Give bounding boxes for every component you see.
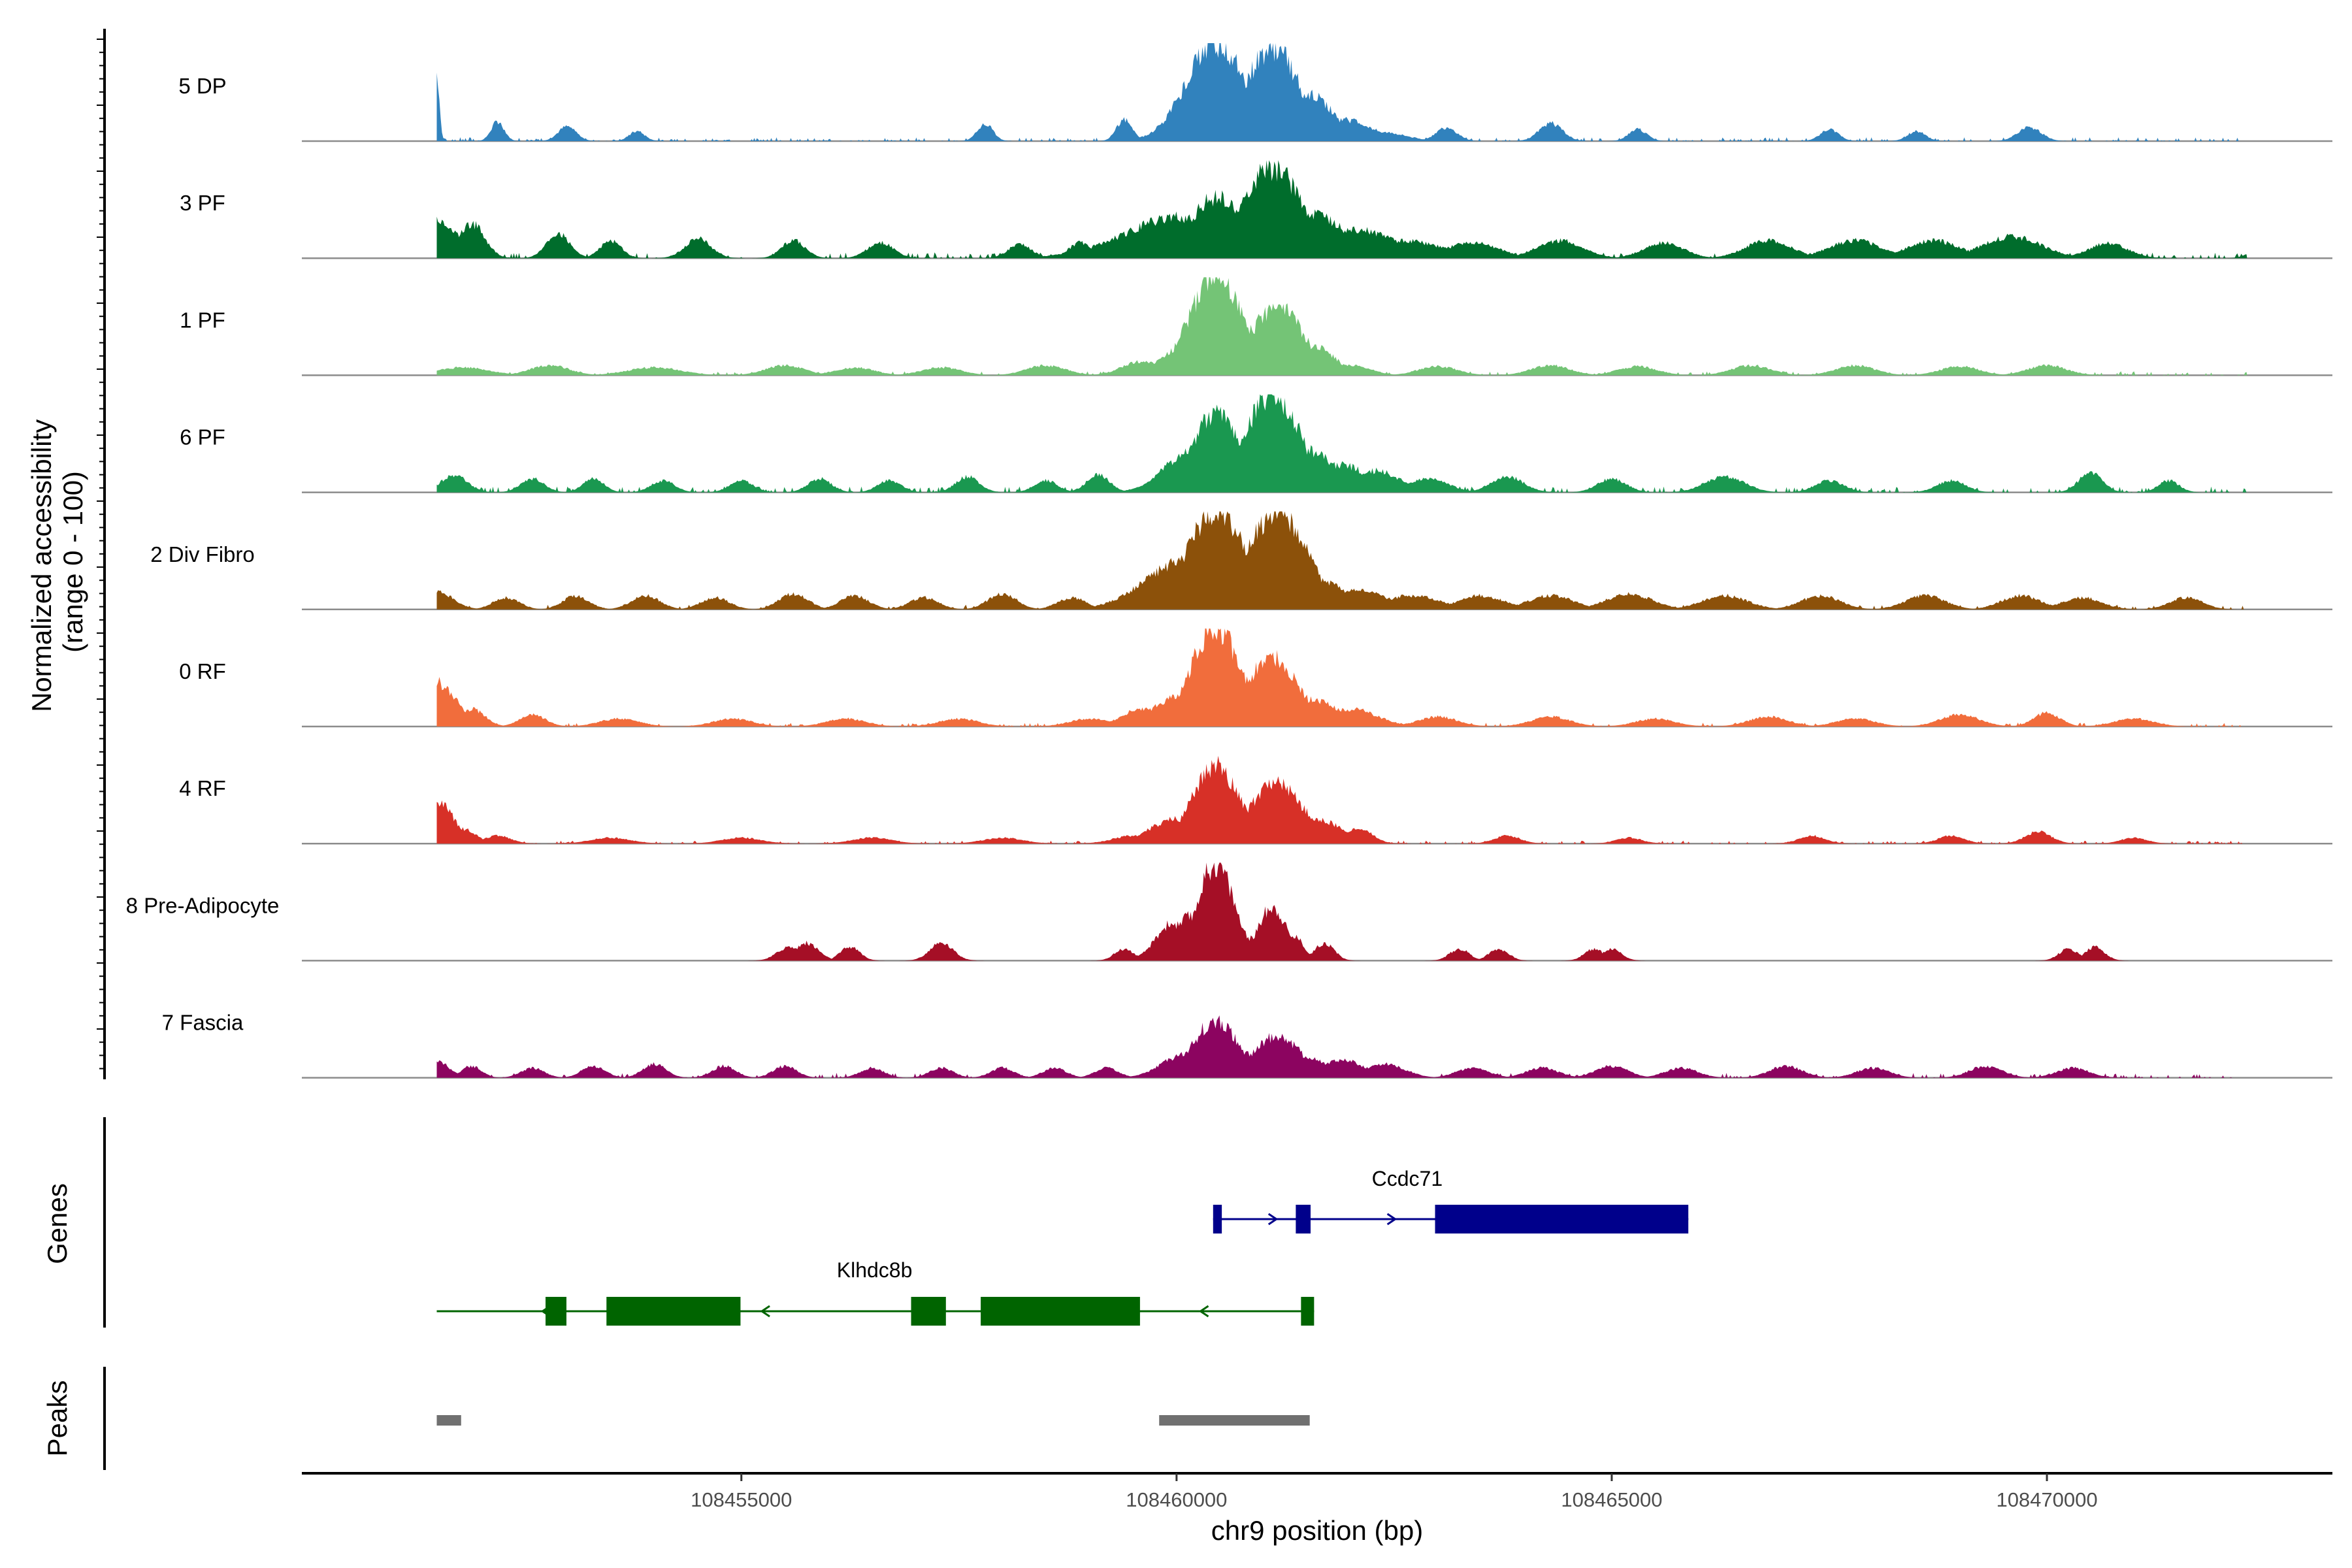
strand-arrow <box>760 1305 770 1318</box>
gene-name-label: Ccdc71 <box>1372 1167 1443 1190</box>
gene-ccdc71: Ccdc71 <box>1213 1167 1689 1233</box>
track-5-dp: 5 DP <box>178 43 2332 142</box>
coverage-tracks: 5 DP 3 PF 1 PF 6 PF 2 Div Fibro 0 RF 4 RF 8 Pre… <box>126 43 2332 1079</box>
track-label: 7 Fascia <box>162 1011 244 1035</box>
track-label: 6 PF <box>180 425 225 449</box>
coverage-area <box>436 511 2247 610</box>
gene-name-label: Klhdc8b <box>837 1258 913 1282</box>
x-axis: 108455000 108460000 108465000 108470000 chr… <box>302 1472 2332 1546</box>
peaks-panel-title: Peaks <box>42 1380 73 1457</box>
track-label: 5 DP <box>178 74 226 98</box>
track-label: 0 RF <box>179 659 226 683</box>
x-tick-label: 108465000 <box>1561 1488 1662 1511</box>
gene-exon <box>911 1297 946 1326</box>
x-tick-label: 108460000 <box>1126 1488 1227 1511</box>
genes-panel: Genes Ccdc71 Klhdc8b <box>42 1117 1689 1328</box>
coverage-area <box>436 629 2247 727</box>
track-label: 4 RF <box>179 776 226 800</box>
track-2-div-fibro: 2 Div Fibro <box>150 511 2332 611</box>
gene-exon <box>546 1297 566 1326</box>
strand-arrow <box>1386 1213 1397 1226</box>
track-4-rf: 4 RF <box>179 755 2332 845</box>
x-tick-label: 108455000 <box>691 1488 792 1511</box>
track-6-pf: 6 PF <box>180 394 2332 493</box>
track-label: 3 PF <box>180 191 225 215</box>
track-label: 1 PF <box>180 308 225 332</box>
gene-exon <box>1435 1205 1689 1233</box>
track-1-pf: 1 PF <box>180 277 2332 376</box>
track-label: 8 Pre-Adipocyte <box>126 893 280 917</box>
gene-exon <box>1301 1297 1315 1326</box>
peak-region <box>1159 1415 1310 1426</box>
track-8-pre-adipocyte: 8 Pre-Adipocyte <box>126 862 2332 962</box>
track-0-rf: 0 RF <box>179 629 2332 728</box>
coverage-area <box>436 43 2247 141</box>
peak-region <box>436 1415 461 1426</box>
gene-exon <box>1213 1205 1222 1233</box>
peaks-panel: Peaks <box>42 1367 1310 1470</box>
gene-klhdc8b: Klhdc8b <box>436 1258 1315 1326</box>
coverage-area <box>436 1015 2247 1078</box>
y-axis-title: Normalized accessibility (range 0 - 100) <box>26 412 88 712</box>
x-axis-title: chr9 position (bp) <box>1211 1515 1424 1546</box>
coverage-area <box>436 394 2247 493</box>
coverage-area <box>436 160 2247 259</box>
coverage-y-axis <box>97 29 106 1079</box>
y-axis-title-line1: Normalized accessibility <box>26 419 57 712</box>
strand-arrow <box>1267 1213 1279 1226</box>
gene-exon <box>981 1297 1140 1326</box>
y-axis-title-line2: (range 0 - 100) <box>57 471 88 653</box>
coverage-area <box>436 277 2247 376</box>
coverage-area <box>436 862 2247 961</box>
x-tick-label: 108470000 <box>1996 1488 2097 1511</box>
track-label: 2 Div Fibro <box>150 542 255 566</box>
gene-exon <box>1296 1205 1311 1233</box>
gene-exon <box>606 1297 741 1326</box>
track-7-fascia: 7 Fascia <box>162 1011 2332 1079</box>
track-3-pf: 3 PF <box>180 160 2332 259</box>
genes-panel-title: Genes <box>42 1183 73 1264</box>
strand-arrow <box>1198 1305 1209 1318</box>
coverage-area <box>436 755 2247 844</box>
